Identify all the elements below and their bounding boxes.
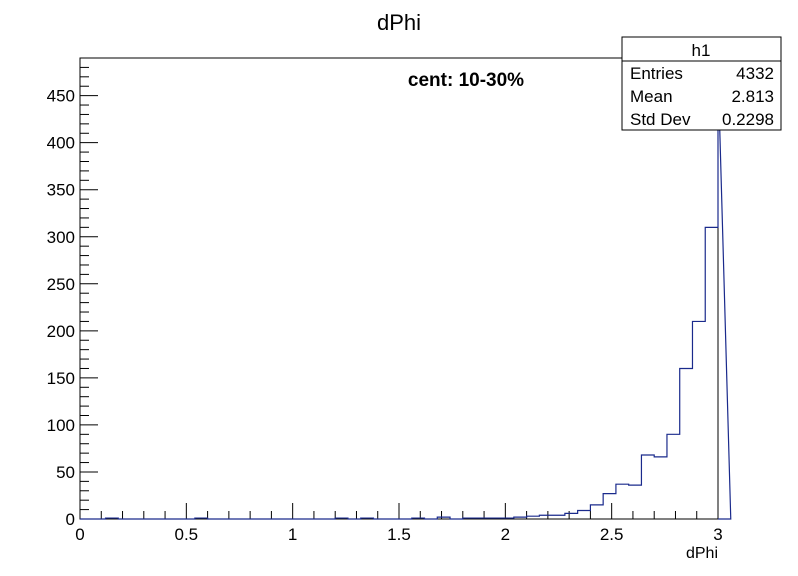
- x-tick-label: 0: [75, 525, 84, 544]
- stats-stddev-label: Std Dev: [630, 110, 691, 129]
- stats-stddev-value: 0.2298: [722, 110, 774, 129]
- y-tick-label: 450: [47, 87, 75, 106]
- stats-mean-label: Mean: [630, 87, 673, 106]
- centrality-annotation: cent: 10-30%: [408, 70, 524, 91]
- axis-tick-labels: 0 0.5 1 1.5 2 2.5 3 0 50 100 150 200 250 300 350 400 450: [47, 87, 723, 544]
- stats-entries-value: 4332: [736, 64, 774, 83]
- y-tick-label: 100: [47, 416, 75, 435]
- y-tick-label: 50: [56, 463, 75, 482]
- y-tick-label: 200: [47, 322, 75, 341]
- x-axis-title: dPhi: [686, 545, 718, 562]
- y-tick-label: 300: [47, 228, 75, 247]
- stats-histogram-name: h1: [692, 41, 711, 60]
- x-tick-label: 2: [501, 525, 510, 544]
- y-tick-label: 150: [47, 369, 75, 388]
- stats-mean-value: 2.813: [731, 87, 774, 106]
- y-tick-label: 350: [47, 181, 75, 200]
- x-tick-label: 1: [288, 525, 297, 544]
- chart-title: dPhi: [377, 10, 421, 35]
- stats-box-frame: [621, 36, 782, 131]
- stats-entries-label: Entries: [630, 64, 683, 83]
- x-tick-label: 2.5: [600, 525, 624, 544]
- x-tick-label: 3: [713, 525, 722, 544]
- stats-box: h1 Entries 4332 Mean 2.813 Std Dev 0.229…: [621, 36, 782, 131]
- axis-ticks: [79, 57, 719, 520]
- x-tick-label: 0.5: [175, 525, 199, 544]
- y-tick-label: 250: [47, 275, 75, 294]
- y-tick-label: 0: [66, 510, 75, 529]
- histogram-series-line: [80, 67, 732, 520]
- x-tick-label: 1.5: [387, 525, 411, 544]
- y-tick-label: 400: [47, 134, 75, 153]
